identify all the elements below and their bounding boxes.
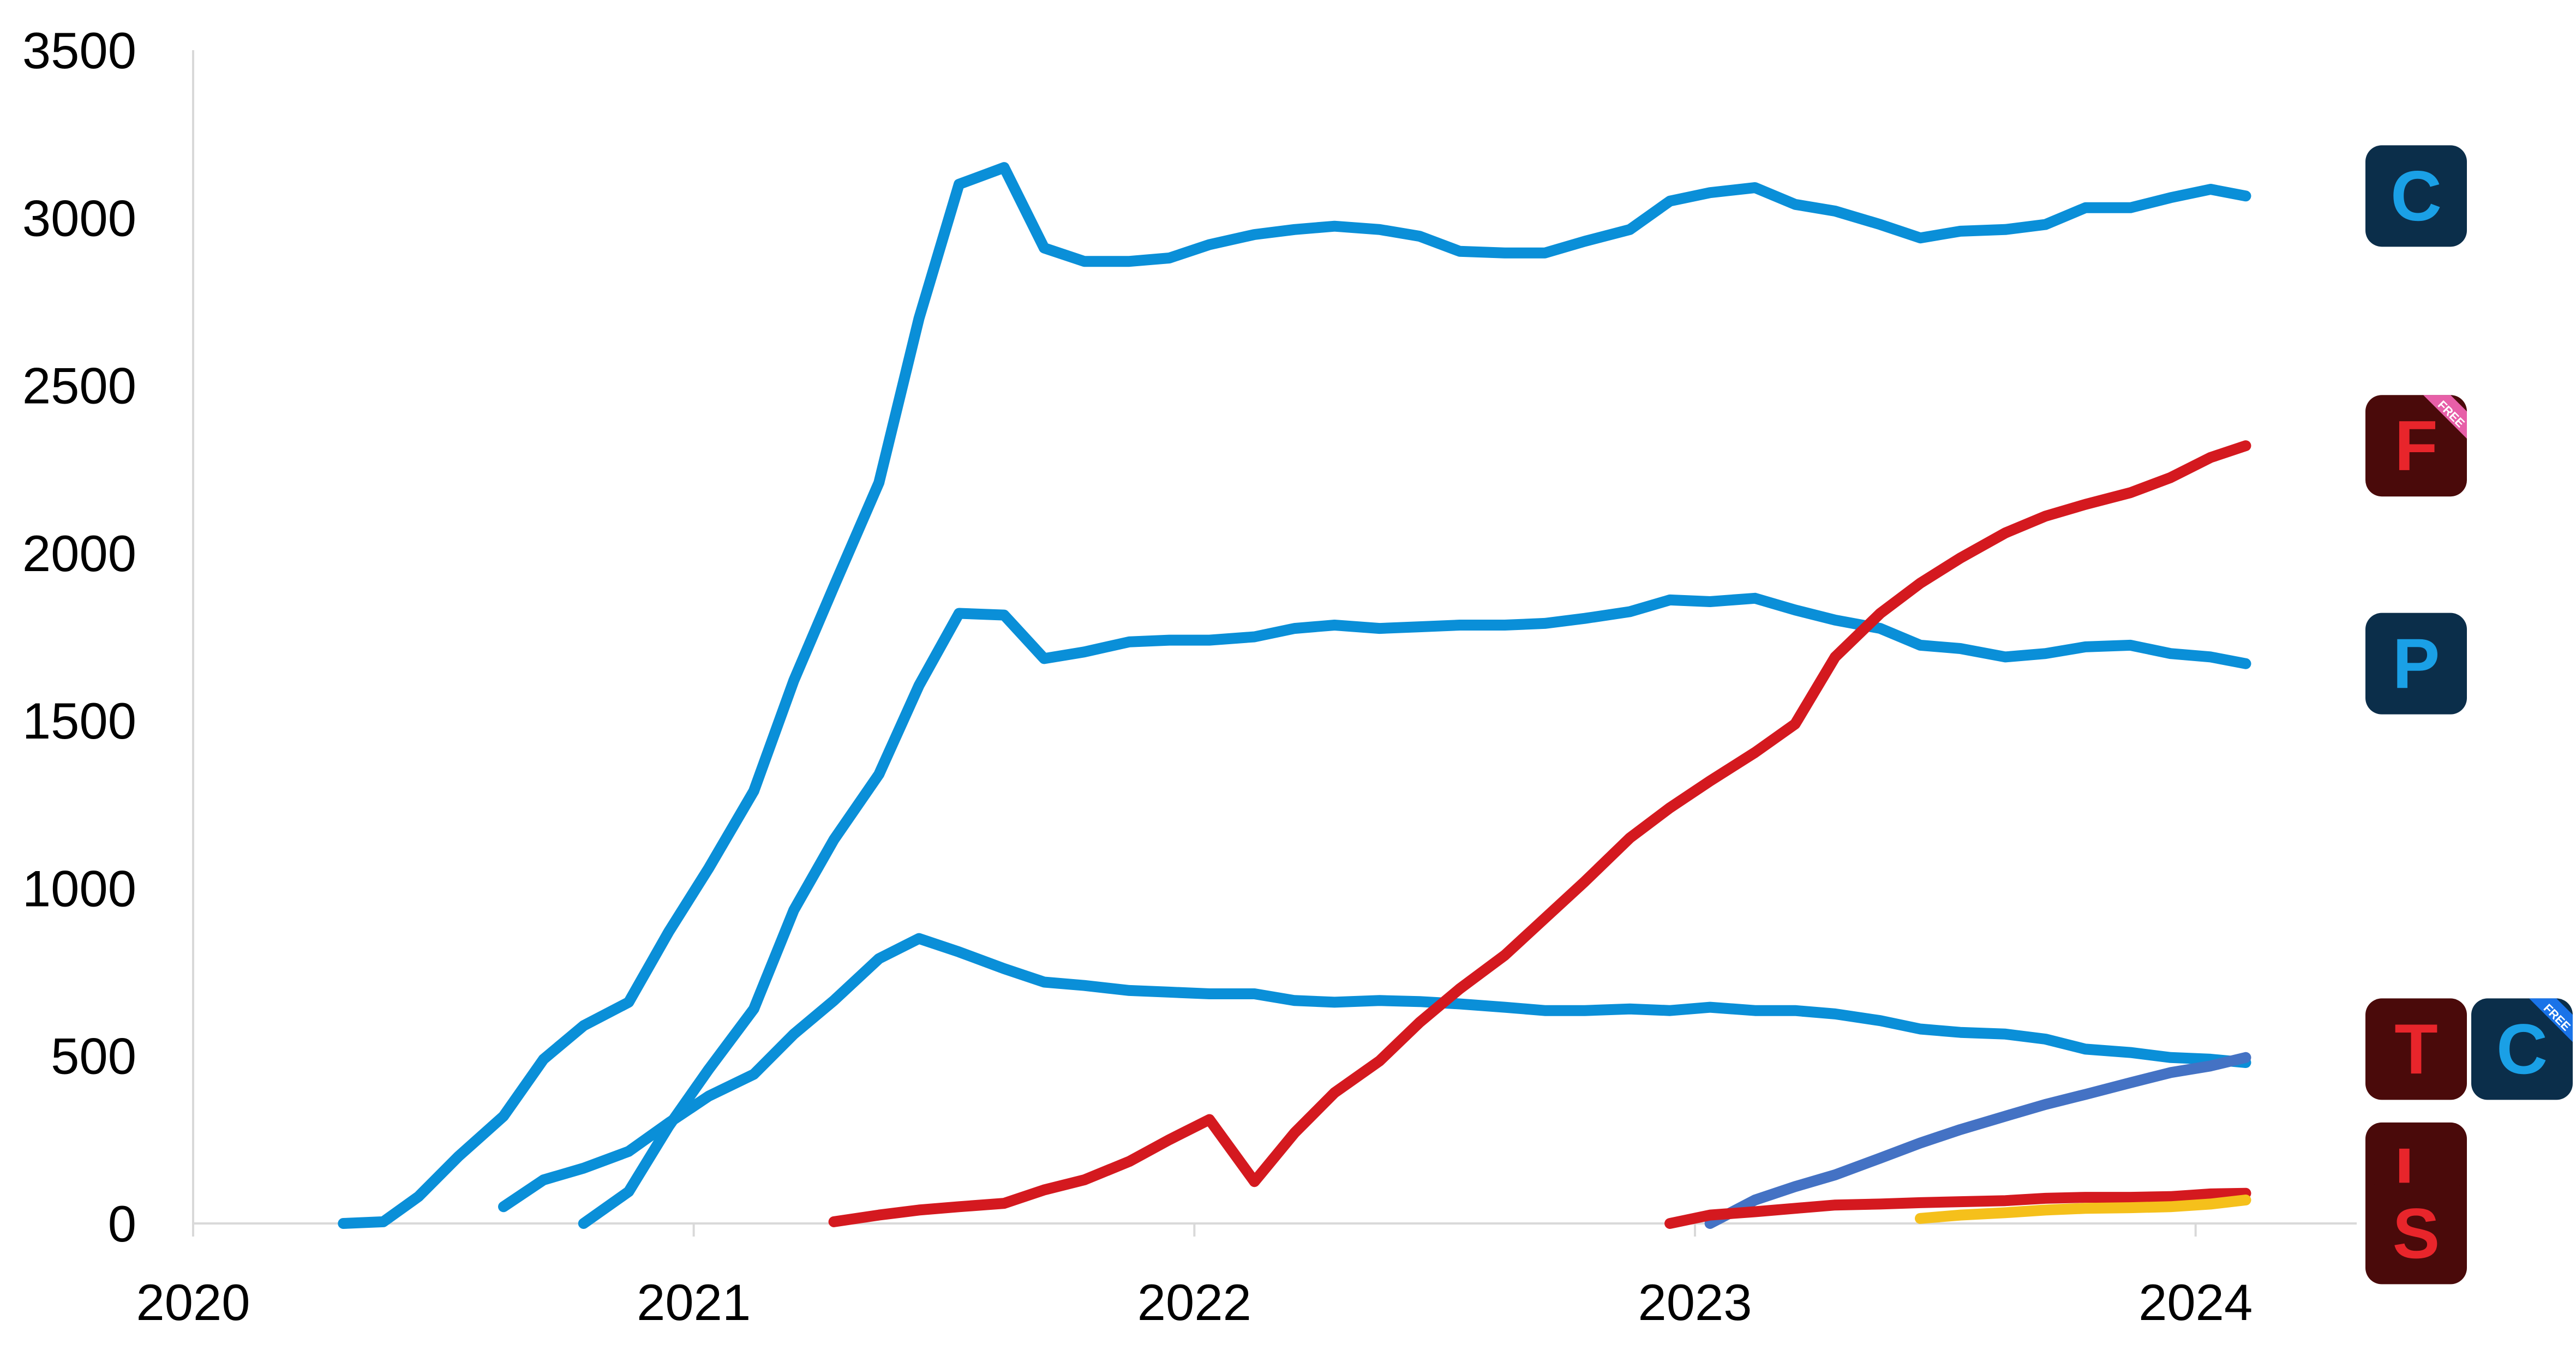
badge-letter-t: T <box>2394 1009 2438 1089</box>
free-ribbon <box>2529 998 2573 1042</box>
x-tick-label: 2023 <box>1638 1274 1752 1331</box>
x-tick-label: 2020 <box>136 1274 250 1331</box>
series-line-series-4 <box>828 440 2251 1227</box>
y-tick-label: 2000 <box>22 525 136 582</box>
y-tick-label: 0 <box>108 1195 136 1252</box>
badge-background <box>2471 998 2573 1100</box>
y-tick-label: 1000 <box>22 860 136 917</box>
x-axis-ticks: 2020 2021 2022 2023 2024 <box>136 1223 2252 1331</box>
badge-1: C <box>2365 145 2467 247</box>
badge-letter-s: S <box>2393 1193 2440 1273</box>
badge-background <box>2365 395 2467 497</box>
y-tick-label: 3500 <box>22 22 136 79</box>
badge-letter-c: C <box>2496 1009 2548 1089</box>
series-lines <box>338 162 2251 1229</box>
series-line-series-5 <box>1704 1052 2251 1229</box>
free-ribbon <box>2423 395 2467 439</box>
badge-letter-p: P <box>2393 623 2440 703</box>
badge-letter-f: F <box>2394 406 2438 485</box>
badge-background <box>2365 1183 2467 1285</box>
x-tick-label: 2021 <box>637 1274 751 1331</box>
badge-background <box>2365 998 2467 1100</box>
x-tick-label: 2022 <box>1137 1274 1251 1331</box>
x-tick-label: 2024 <box>2138 1274 2252 1331</box>
y-tick-label: 1500 <box>22 692 136 749</box>
series-line-series-7 <box>1915 1195 2251 1224</box>
series-line-series-3 <box>578 592 2251 1229</box>
badge-3: P <box>2365 613 2467 715</box>
y-axis-ticks: 0 500 1000 1500 2000 2500 3000 3500 <box>22 22 136 1252</box>
series-line-series-6 <box>1664 1187 2251 1229</box>
axes <box>192 50 2357 1225</box>
y-tick-label: 3000 <box>22 189 136 247</box>
badge-background <box>2365 613 2467 715</box>
y-tick-label: 2500 <box>22 357 136 415</box>
series-line-series-1 <box>338 162 2251 1229</box>
badge-7: S <box>2365 1183 2467 1285</box>
badge-4: T <box>2365 998 2467 1100</box>
badge-background <box>2365 145 2467 247</box>
badge-letter-c: C <box>2391 156 2442 236</box>
y-tick-label: 500 <box>51 1028 136 1085</box>
series-line-series-2 <box>498 933 2251 1213</box>
